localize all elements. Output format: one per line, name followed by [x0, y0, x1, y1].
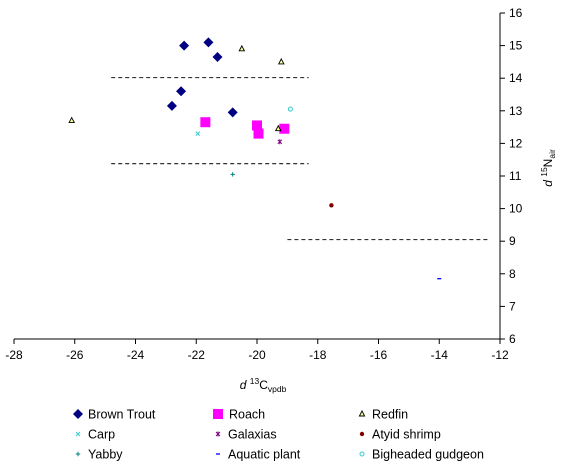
data-point: [230, 172, 235, 177]
data-point: [253, 128, 264, 139]
y-tick-label: 10: [509, 202, 523, 216]
data-point: [277, 57, 285, 65]
legend-label: Galaxias: [228, 428, 277, 442]
y-tick-label: 12: [509, 136, 523, 150]
axis-title-prefix: d: [240, 378, 250, 392]
axis-title-prefix: d: [541, 177, 555, 187]
data-point: [176, 86, 187, 97]
legend-label: Brown Trout: [88, 408, 156, 422]
legend-label: Carp: [88, 428, 115, 442]
data-point: [287, 106, 293, 112]
legend-item: Yabby: [75, 448, 123, 462]
y-tick-label: 13: [509, 104, 523, 118]
legend-marker: [215, 431, 221, 437]
x-axis: -28 -26 -24 -22 -20 -18 -16 -14 -12: [5, 338, 509, 362]
x-tick-label: -28: [5, 348, 23, 362]
x-tick-label: -24: [127, 348, 145, 362]
data-point: [274, 124, 282, 132]
legend-item: Galaxias: [215, 428, 277, 442]
y-tick-label: 9: [509, 234, 516, 248]
data-point: [195, 131, 201, 136]
x-tick-label: -26: [66, 348, 84, 362]
legend-marker: [73, 409, 83, 419]
axis-title-sup: 15: [539, 167, 549, 177]
legend-marker: [75, 431, 81, 437]
data-point: [166, 100, 177, 111]
legend-item: Atyid shrimp: [359, 428, 441, 442]
axis-title-main: N: [541, 159, 555, 168]
x-tick-label: -20: [248, 348, 266, 362]
data-point: [277, 139, 283, 145]
legend-label: Atyid shrimp: [372, 428, 441, 442]
data-point: [203, 37, 214, 48]
legend-marker: [359, 431, 365, 437]
y-tick-label: 7: [509, 299, 516, 313]
reference-lines: [111, 76, 488, 241]
data-point: [227, 107, 238, 118]
x-tick-label: -16: [370, 348, 388, 362]
y-tick-label: 6: [509, 332, 516, 346]
legend-label: Yabby: [88, 448, 123, 462]
x-tick-label: -22: [188, 348, 206, 362]
legend-item: Brown Trout: [73, 408, 156, 422]
legend-item: Redfin: [358, 408, 408, 422]
data-point: [279, 123, 290, 134]
data-point: [68, 116, 76, 124]
axis-title-sub: air: [547, 149, 557, 159]
legend-label: Aquatic plant: [228, 448, 301, 462]
y-tick-label: 15: [509, 39, 523, 53]
legend-item: Bigheaded gudgeon: [359, 448, 484, 462]
data-point: [179, 40, 190, 51]
legend-item: Aquatic plant: [216, 448, 301, 462]
legend-marker: [213, 409, 223, 419]
legend-label: Roach: [229, 408, 265, 422]
axis-title-sup: 13: [250, 376, 260, 386]
data-point: [238, 44, 246, 52]
x-tick-label: -14: [431, 348, 449, 362]
y-axis: 6 7 8 9 10 11 12 13 14 15 16: [499, 6, 523, 346]
data-point: [200, 117, 211, 128]
legend-item: Roach: [213, 408, 265, 422]
legend-item: Carp: [75, 428, 115, 442]
legend-marker: [358, 410, 366, 417]
axis-title-main: C: [259, 378, 268, 392]
y-axis-title: d 15Nair: [539, 149, 557, 187]
legend-marker: [359, 451, 365, 457]
y-tick-label: 8: [509, 267, 516, 281]
x-tick-label: -12: [491, 348, 509, 362]
y-tick-label: 14: [509, 71, 523, 85]
legend-marker: [75, 451, 81, 457]
data-points: [68, 37, 442, 280]
data-point: [212, 52, 223, 63]
legend-label: Redfin: [372, 408, 408, 422]
x-axis-title: d 13Cvpdb: [240, 376, 287, 394]
axis-title-sub: vpdb: [268, 384, 287, 394]
y-tick-label: 16: [509, 6, 523, 20]
legend-label: Bigheaded gudgeon: [372, 448, 484, 462]
data-point: [329, 203, 334, 208]
data-point: [252, 120, 262, 131]
legend: Brown Trout Roach Redfin Carp Galaxias Atyid …: [73, 408, 484, 462]
x-tick-label: -18: [309, 348, 327, 362]
y-tick-label: 11: [509, 169, 522, 183]
